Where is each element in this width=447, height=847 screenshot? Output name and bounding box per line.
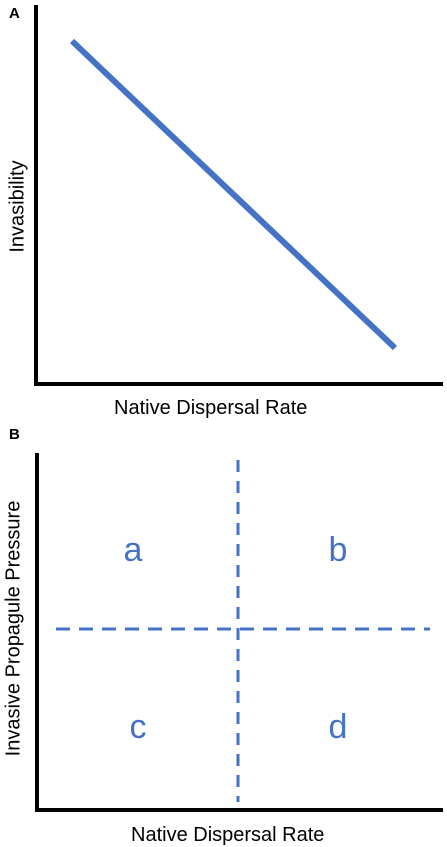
panel-b-y-label: Invasive Propagule Pressure — [2, 500, 25, 757]
quadrant-d-label: d — [328, 708, 348, 746]
panel-b: B a b c d Native Dispersal Rate Invasive… — [0, 420, 447, 847]
panel-a-y-label: Invasibility — [6, 160, 29, 253]
panel-b-x-label: Native Dispersal Rate — [131, 824, 325, 846]
panel-a-letter: A — [9, 5, 20, 22]
panel-a-plot — [34, 5, 443, 386]
panel-a: A Native Dispersal Rate Invasibility — [0, 0, 447, 420]
panel-a-x-label: Native Dispersal Rate — [114, 397, 308, 419]
panel-a-trend-line — [69, 38, 398, 351]
quadrant-a-label: a — [123, 531, 143, 569]
panel-b-letter: B — [9, 426, 20, 443]
quadrant-c-label: c — [129, 708, 147, 746]
panel-b-plot — [35, 453, 443, 812]
quadrant-b-label: b — [328, 531, 348, 569]
